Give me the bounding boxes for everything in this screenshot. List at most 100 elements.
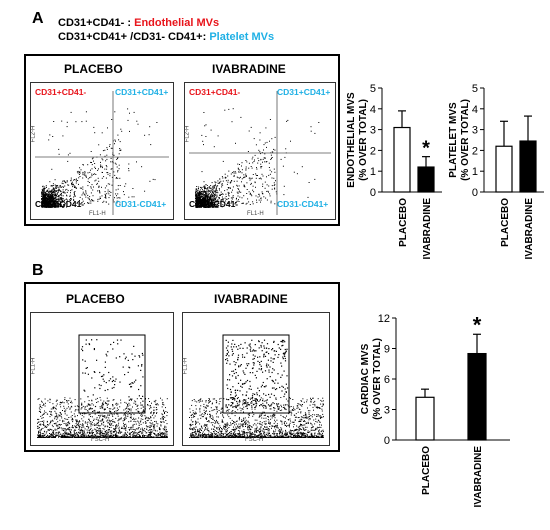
event-dot bbox=[161, 416, 163, 418]
event-dot bbox=[82, 164, 84, 165]
event-dot bbox=[206, 188, 208, 190]
event-dot bbox=[292, 421, 294, 423]
event-dot bbox=[80, 437, 82, 438]
event-dot bbox=[90, 425, 92, 427]
event-dot bbox=[214, 422, 216, 424]
event-dot bbox=[69, 397, 71, 399]
event-dot bbox=[79, 167, 81, 169]
event-dot bbox=[40, 429, 42, 431]
event-dot bbox=[155, 430, 156, 432]
event-dot bbox=[215, 199, 217, 201]
event-dot bbox=[87, 421, 89, 423]
event-dot bbox=[43, 188, 45, 190]
event-dot bbox=[267, 430, 269, 432]
event-dot bbox=[212, 193, 214, 195]
event-dot bbox=[141, 428, 143, 430]
event-dot bbox=[149, 433, 151, 435]
event-dot bbox=[80, 434, 82, 436]
event-dot bbox=[60, 424, 62, 425]
event-dot bbox=[82, 186, 84, 188]
event-dot bbox=[207, 187, 209, 189]
event-dot bbox=[90, 186, 92, 188]
event-dot bbox=[202, 197, 203, 199]
event-dot bbox=[80, 408, 82, 410]
event-dot bbox=[319, 426, 321, 428]
event-dot bbox=[82, 434, 84, 436]
event-dot bbox=[153, 400, 155, 402]
event-dot bbox=[224, 190, 226, 192]
event-dot bbox=[64, 433, 66, 435]
event-dot bbox=[61, 194, 63, 196]
event-dot bbox=[54, 194, 56, 196]
event-dot bbox=[65, 424, 67, 426]
event-dot bbox=[246, 404, 248, 406]
event-dot bbox=[104, 196, 106, 198]
event-dot bbox=[94, 413, 96, 415]
event-dot bbox=[308, 413, 310, 415]
event-dot bbox=[243, 202, 244, 204]
event-dot bbox=[162, 404, 164, 405]
event-dot bbox=[43, 191, 45, 192]
event-dot bbox=[91, 436, 93, 438]
event-dot bbox=[81, 202, 83, 204]
event-dot bbox=[76, 420, 78, 422]
event-dot bbox=[43, 205, 45, 207]
event-dot bbox=[69, 152, 71, 154]
event-dot bbox=[55, 424, 57, 426]
event-dot bbox=[107, 403, 109, 405]
event-dot bbox=[205, 200, 207, 202]
event-dot bbox=[270, 200, 272, 202]
event-dot bbox=[243, 184, 245, 186]
event-dot bbox=[118, 153, 120, 155]
event-dot bbox=[198, 205, 200, 207]
event-dot bbox=[248, 416, 250, 418]
event-dot bbox=[107, 429, 109, 431]
event-dot bbox=[105, 195, 107, 197]
event-dot bbox=[53, 200, 55, 202]
event-dot bbox=[57, 206, 58, 208]
event-dot bbox=[86, 426, 88, 427]
event-dot bbox=[195, 201, 197, 203]
event-dot bbox=[246, 189, 248, 190]
event-dot bbox=[54, 423, 56, 425]
event-dot bbox=[53, 201, 55, 203]
event-dot bbox=[141, 437, 143, 438]
event-dot bbox=[164, 428, 166, 430]
event-dot bbox=[138, 435, 140, 437]
event-dot bbox=[205, 204, 207, 206]
event-dot bbox=[74, 187, 75, 188]
event-dot bbox=[206, 203, 208, 205]
event-dot bbox=[68, 434, 70, 436]
event-dot bbox=[223, 417, 225, 419]
event-dot bbox=[306, 417, 308, 419]
event-dot bbox=[68, 428, 70, 430]
event-dot bbox=[133, 381, 136, 383]
event-dot bbox=[42, 205, 44, 207]
event-dot bbox=[261, 166, 263, 167]
event-dot bbox=[100, 420, 102, 422]
event-dot bbox=[214, 181, 216, 183]
event-dot bbox=[200, 202, 202, 203]
event-dot bbox=[87, 185, 89, 187]
event-dot bbox=[82, 174, 84, 176]
event-dot bbox=[144, 415, 146, 417]
event-dot bbox=[81, 402, 83, 404]
event-dot bbox=[139, 434, 140, 436]
event-dot bbox=[151, 411, 152, 413]
event-dot bbox=[262, 158, 264, 160]
event-dot bbox=[237, 430, 239, 432]
event-dot bbox=[83, 174, 85, 176]
event-dot bbox=[56, 429, 58, 431]
event-dot bbox=[140, 418, 142, 420]
event-dot bbox=[260, 199, 262, 201]
event-dot bbox=[195, 433, 197, 435]
event-dot bbox=[102, 406, 104, 408]
event-dot bbox=[129, 404, 131, 406]
event-dot bbox=[55, 191, 57, 192]
event-dot bbox=[199, 194, 201, 196]
event-dot bbox=[196, 186, 198, 187]
event-dot bbox=[197, 201, 199, 202]
event-dot bbox=[209, 190, 211, 192]
event-dot bbox=[123, 422, 124, 424]
event-dot bbox=[51, 195, 53, 197]
